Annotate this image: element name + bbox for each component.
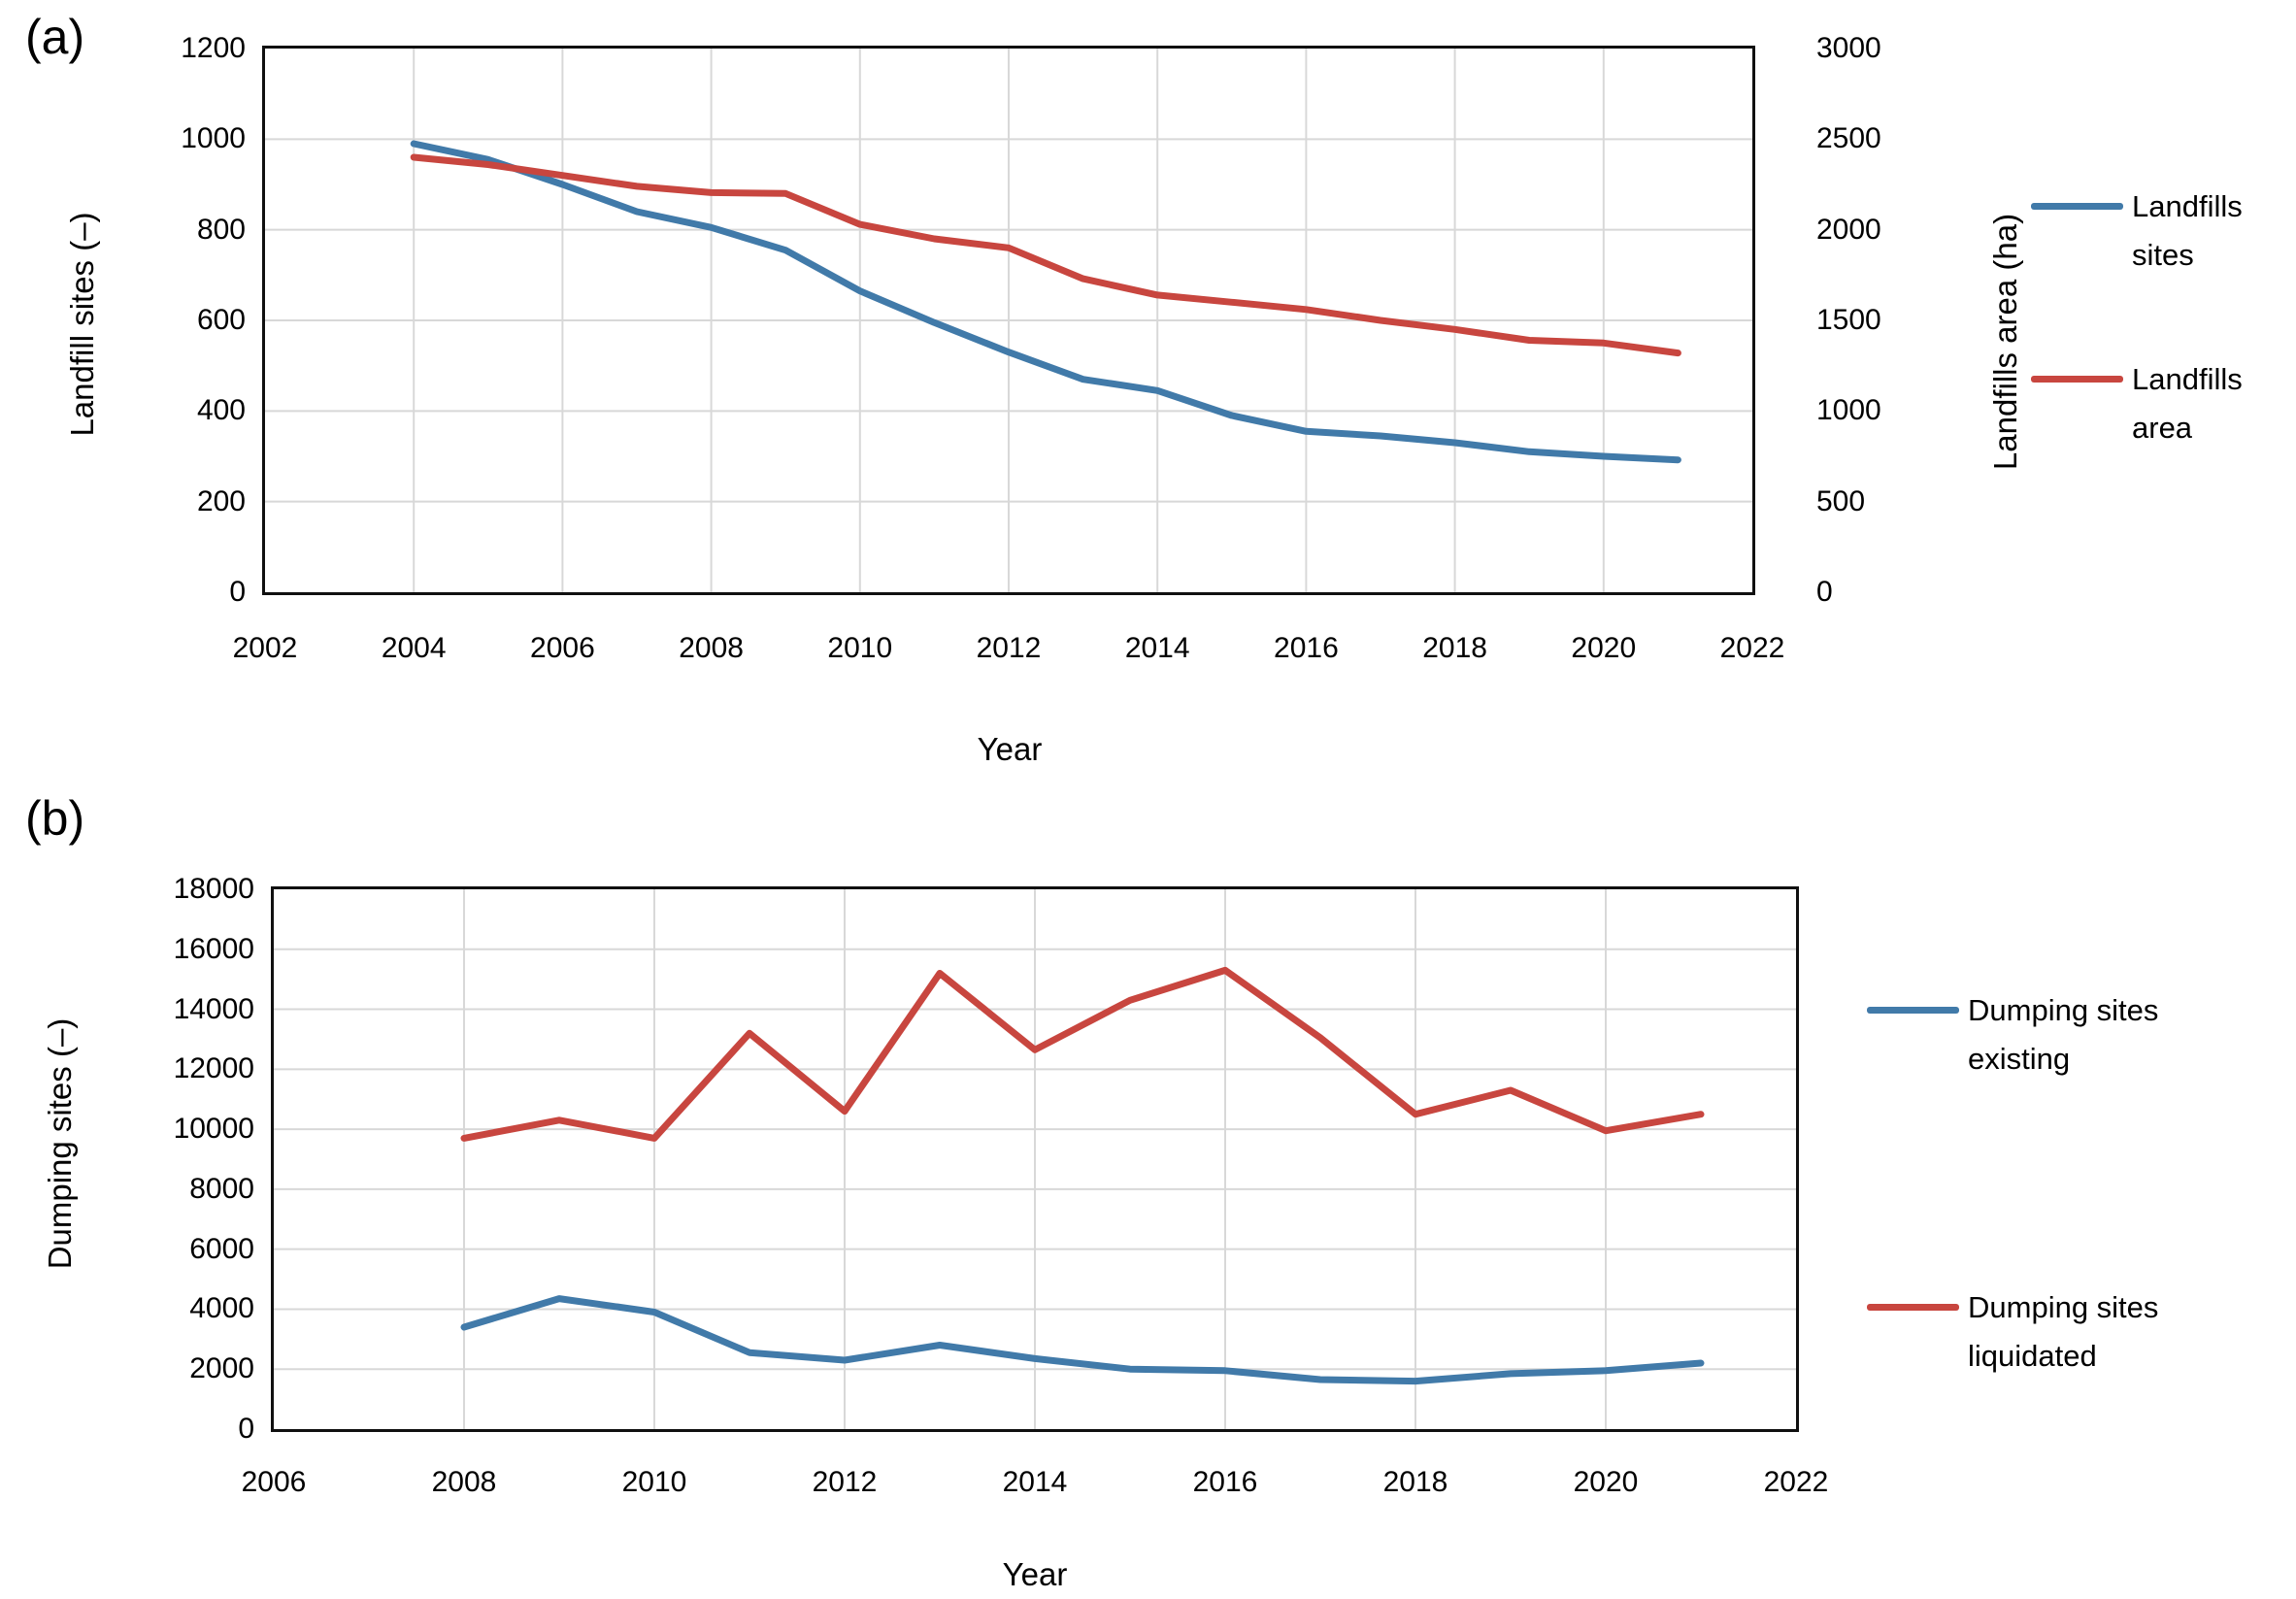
y-right-tick-label: 3000 [1816,32,1881,64]
y-tick-label: 8000 [189,1172,254,1205]
chart-a-legend: Landfills sites Landfills area [2031,183,2243,452]
y-tick-label: 14000 [173,992,254,1025]
x-tick-label: 2012 [976,632,1042,664]
dumping-sites-existing-line [460,1295,1705,1385]
x-tick-label: 2002 [232,632,298,664]
gridlines [265,49,1752,592]
legend-label-line: Dumping sites [1968,993,2159,1027]
x-tick-label: 2022 [1719,632,1785,664]
y-tick-label: 12000 [173,1052,254,1085]
y-tick-label: 16000 [173,932,254,965]
x-tick-label: 2018 [1382,1466,1448,1498]
chart-b-canvas [274,889,1796,1429]
x-tick-label: 2022 [1763,1466,1829,1498]
x-tick-label: 2014 [1002,1466,1068,1498]
x-tick-label: 2004 [381,632,447,664]
y-right-tick-label: 1500 [1816,304,1881,336]
legend-item-label: Dumping sites liquidated [1968,1283,2158,1381]
y-right-tick-label: 2000 [1816,213,1881,246]
chart-a-canvas [265,49,1752,592]
dumping-sites-existing-legend-line [1867,1007,1959,1014]
panel-a-label: (a) [25,10,85,64]
x-tick-label: 2016 [1192,1466,1258,1498]
legend-item-landfills-area: Landfills area [2031,355,2243,452]
legend-label-line: sites [2132,238,2194,272]
x-tick-label: 2020 [1573,1466,1639,1498]
legend-label-line: Dumping sites [1968,1290,2159,1324]
landfills-sites-legend-line [2031,203,2123,210]
y-tick-label: 1000 [181,122,246,155]
legend-label-line: liquidated [1968,1339,2097,1373]
x-tick-label: 2008 [431,1466,497,1498]
y-tick-label: 10000 [173,1113,254,1146]
legend-item-landfills-sites: Landfills sites [2031,183,2243,280]
y-right-tick-label: 0 [1816,576,1833,608]
gridlines [274,889,1796,1429]
landfills-sites-line [410,140,1681,464]
landfills-area-legend-line [2031,376,2123,383]
x-tick-label: 2012 [812,1466,878,1498]
chart-a-x-axis-title: Year [977,731,1043,767]
y-tick-label: 0 [229,576,246,608]
dumping-sites-liquidated-line [460,966,1705,1142]
y-tick-label: 400 [196,394,246,427]
legend-label-line: Landfills [2132,189,2243,223]
legend-item-label: Landfills sites [2132,183,2243,280]
y-tick-label: 0 [238,1413,254,1445]
chart-b-x-axis-title: Year [1002,1556,1068,1592]
legend-item-label: Landfills area [2132,355,2243,452]
chart-a-right-axis-title: Landfills area (ha) [1987,213,2023,471]
y-tick-label: 2000 [189,1352,254,1385]
x-tick-label: 2010 [827,632,893,664]
y-right-tick-label: 2500 [1816,122,1881,155]
x-tick-label: 2018 [1422,632,1487,664]
x-tick-label: 2006 [530,632,595,664]
y-right-tick-label: 1000 [1816,394,1881,427]
y-tick-label: 600 [196,304,246,336]
x-tick-label: 2020 [1571,632,1637,664]
legend-label-line: existing [1968,1042,2071,1076]
y-tick-label: 6000 [189,1232,254,1265]
x-tick-label: 2014 [1124,632,1190,664]
legend-item-dumping-sites-liquidated: Dumping sites liquidated [1867,1283,2158,1381]
chart-b-plot-area [271,886,1799,1432]
y-tick-label: 200 [196,484,246,517]
y-right-tick-label: 500 [1816,484,1866,517]
y-tick-label: 18000 [173,873,254,905]
chart-b-legend: Dumping sites existing Dumping sites liq… [1867,986,2158,1381]
y-tick-label: 1200 [181,32,246,64]
y-tick-label: 800 [196,213,246,246]
y-tick-label: 4000 [189,1292,254,1325]
panel-b-label: (b) [25,791,85,846]
legend-label-line: area [2132,411,2193,445]
x-tick-label: 2016 [1274,632,1339,664]
chart-a-plot-area [262,46,1755,595]
x-tick-label: 2006 [241,1466,307,1498]
dumping-sites-liquidated-legend-line [1867,1304,1959,1311]
legend-item-label: Dumping sites existing [1968,986,2158,1083]
legend-item-dumping-sites-existing: Dumping sites existing [1867,986,2158,1083]
legend-label-line: Landfills [2132,362,2243,396]
x-tick-label: 2008 [679,632,744,664]
x-tick-label: 2010 [621,1466,687,1498]
landfills-area-line [410,153,1681,357]
chart-b-left-axis-title: Dumping sites (–) [42,1017,78,1270]
